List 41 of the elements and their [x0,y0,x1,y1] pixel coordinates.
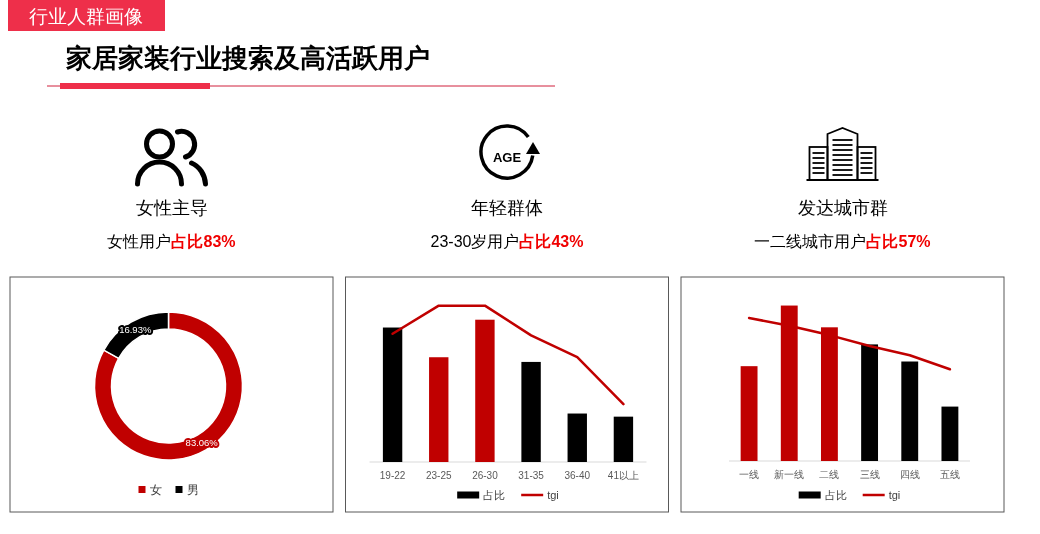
legend-label: 男 [186,483,199,497]
chart-title: 发达城市群 [797,198,888,218]
bar [901,361,919,461]
chart-title: 年轻群体 [471,198,543,218]
legend-label: 占比 [483,489,506,501]
x-tick-label: 五线 [939,468,960,480]
x-tick-label: 41以上 [607,469,639,481]
text: 行业人群画像 [29,5,143,27]
text: 占比83% [171,232,236,250]
bar [567,413,587,462]
x-tick-label: 三线 [859,468,880,480]
text: AGE [492,149,522,165]
bar [861,344,879,461]
bar [521,361,541,462]
bar [475,319,495,462]
x-tick-label: 31-35 [518,469,545,481]
legend-label: tgi [888,489,901,501]
bar [382,327,403,462]
x-tick-label: 二线 [819,468,840,480]
chart-subtitle: 23-30岁用户 [430,232,520,250]
chart-subtitle: 女性用户 [107,232,172,250]
bar [941,406,959,461]
text: 占比57% [866,232,931,250]
legend-label: 女 [149,483,162,497]
x-tick-label: 36-40 [564,469,591,481]
legend-label: 占比 [824,489,847,501]
chart-subtitle: 一二线城市用户 [754,232,867,250]
legend-label: tgi [547,489,559,501]
bar [740,366,758,461]
x-tick-label: 新一线 [774,468,805,480]
bar [429,357,449,462]
chart-title: 女性主导 [135,198,208,218]
x-tick-label: 26-30 [472,469,499,481]
x-tick-label: 一线 [739,468,760,480]
x-tick-label: 19-22 [379,469,406,481]
donut-slice [93,311,244,461]
bar [613,416,634,462]
text: 家居家装行业搜索及高活跃用户 [65,43,430,73]
x-tick-label: 四线 [899,468,920,480]
text: 占比43% [519,232,584,250]
x-tick-label: 23-25 [425,469,452,481]
